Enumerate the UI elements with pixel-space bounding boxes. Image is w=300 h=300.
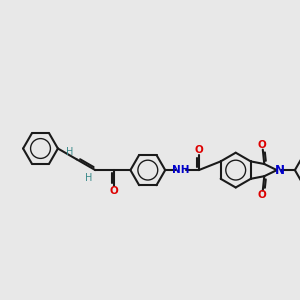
Text: NH: NH <box>172 165 190 175</box>
Text: O: O <box>257 190 266 200</box>
Text: O: O <box>257 140 266 150</box>
Text: O: O <box>110 185 118 196</box>
Text: H: H <box>85 173 92 183</box>
Text: N: N <box>275 164 285 177</box>
Text: H: H <box>66 146 74 157</box>
Text: O: O <box>194 145 203 155</box>
